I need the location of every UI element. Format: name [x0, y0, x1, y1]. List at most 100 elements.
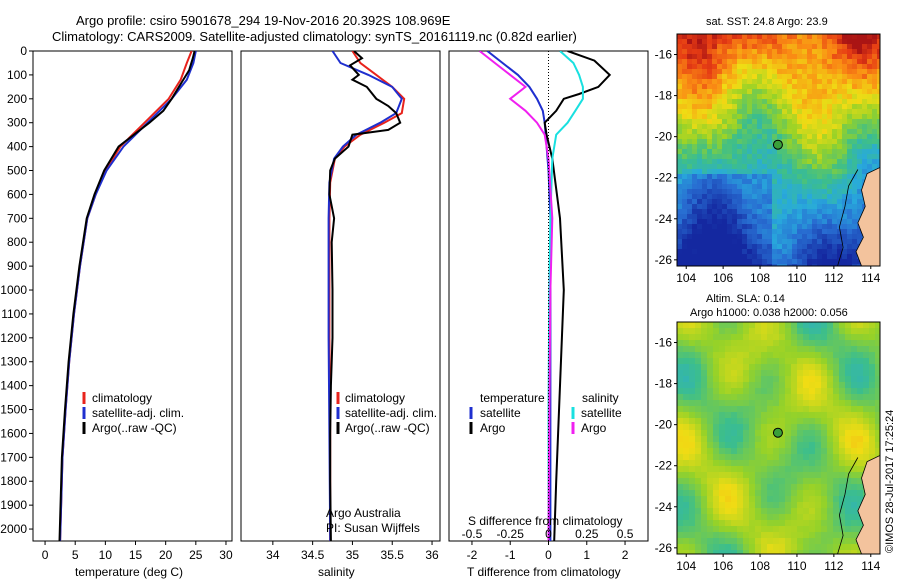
sst-map-cell [857, 44, 863, 50]
sst-map-cell [802, 49, 808, 55]
sst-map-cell [827, 44, 833, 50]
sla-map-cell [773, 514, 780, 521]
sst-map-lon-label: 108 [750, 271, 770, 285]
sst-map-cell [817, 89, 823, 95]
sla-map-cell [737, 454, 744, 461]
sst-map-cell [742, 99, 748, 105]
sst-map-cell [852, 254, 858, 260]
sst-map-cell [772, 249, 778, 255]
sst-map-cell [772, 154, 778, 160]
sla-map-cell [821, 412, 828, 419]
sst-map-cell [727, 104, 733, 110]
shelf-contour [837, 457, 859, 554]
sla-map-cell [815, 544, 822, 551]
sla-map-cell [677, 370, 684, 377]
sst-map-cell [837, 79, 843, 85]
sla-map-cell [797, 334, 804, 341]
sst-map-cell [677, 214, 683, 220]
sla-map-cell [809, 484, 816, 491]
sst-map-cell [862, 54, 868, 60]
sst-map-cell [827, 169, 833, 175]
sst-map-cell [792, 179, 798, 185]
sst-map-cell [762, 89, 768, 95]
sla-map-cell [839, 394, 846, 401]
sla-map-cell [761, 412, 768, 419]
sla-map-cell [821, 334, 828, 341]
sla-map-cell [863, 334, 870, 341]
sst-map-cell [872, 119, 878, 125]
sst-map-cell [722, 144, 728, 150]
sla-map-cell [701, 526, 708, 533]
sst-map-cell [842, 44, 848, 50]
sst-map-cell [767, 109, 773, 115]
sst-map-cell [817, 154, 823, 160]
sla-map-cell [779, 532, 786, 539]
sla-map-cell [845, 388, 852, 395]
depth-axis: 0100200300400500600700800900100011001200… [0, 44, 33, 536]
sla-map-cell [845, 544, 852, 551]
sst-map-cell [687, 49, 693, 55]
sst-map-cell [782, 244, 788, 250]
sla-map-cell [719, 376, 726, 383]
sla-map-cell [737, 406, 744, 413]
sst-map-cell [707, 159, 713, 165]
sst-map-cell [747, 119, 753, 125]
sst-map-cell [697, 39, 703, 45]
sst-map-cell [752, 189, 758, 195]
sst-map-cell [732, 129, 738, 135]
sst-map-cell [692, 204, 698, 210]
sst-map-cell [832, 234, 838, 240]
sst-map-cell [857, 184, 863, 190]
sst-map-title: sat. SST: 24.8 Argo: 23.9 [706, 16, 828, 28]
sla-map-cell [845, 418, 852, 425]
sst-map-cell [677, 174, 683, 180]
sst-map-cell [767, 49, 773, 55]
depth-tick-label: 1600 [0, 426, 27, 440]
sst-map-cell [812, 199, 818, 205]
sst-map-cell [702, 219, 708, 225]
sla-map-cell [791, 388, 798, 395]
sst-map-cell [737, 54, 743, 60]
sla-map-cell [749, 508, 756, 515]
sst-map-cell [862, 64, 868, 70]
sla-map-cell [719, 364, 726, 371]
sst-map-cell [792, 154, 798, 160]
sla-map-cell [755, 346, 762, 353]
sst-map-cell [757, 214, 763, 220]
sla-map-cell [677, 430, 684, 437]
sla-map-cell [707, 424, 714, 431]
sla-map-cell [719, 346, 726, 353]
sla-map-cell [767, 370, 774, 377]
sst-map-cell [737, 144, 743, 150]
sla-map-cell [857, 418, 864, 425]
sla-map-cell [707, 496, 714, 503]
sst-map-cell [707, 209, 713, 215]
sst-map-cell [717, 264, 723, 266]
sla-map-cell [695, 532, 702, 539]
sst-map-cell [772, 109, 778, 115]
sla-map-cell [851, 466, 858, 473]
sla-map-cell [839, 376, 846, 383]
sst-map-cell [677, 144, 683, 150]
sst-map-cell [867, 144, 873, 150]
sst-map-cell [747, 74, 753, 80]
sla-map-cell [845, 424, 852, 431]
sla-map-cell [749, 352, 756, 359]
sla-map-cell [743, 484, 750, 491]
sst-map-cell [782, 79, 788, 85]
sst-map-cell [697, 94, 703, 100]
sst-map-cell [737, 134, 743, 140]
sla-map-cell [677, 490, 684, 497]
sst-map-cell [787, 134, 793, 140]
sst-map-cell [827, 99, 833, 105]
sst-map-cell [757, 99, 763, 105]
sst-map-cell [757, 69, 763, 75]
sst-map-cell [867, 159, 873, 165]
sst-map-cell [732, 244, 738, 250]
sst-map-cell [767, 69, 773, 75]
sla-map-cell [695, 448, 702, 455]
legend-label-argo: Argo(..raw -QC) [345, 421, 430, 435]
sla-map-cell [797, 538, 804, 545]
sla-map-cell [863, 364, 870, 371]
sst-map-cell [777, 224, 783, 230]
